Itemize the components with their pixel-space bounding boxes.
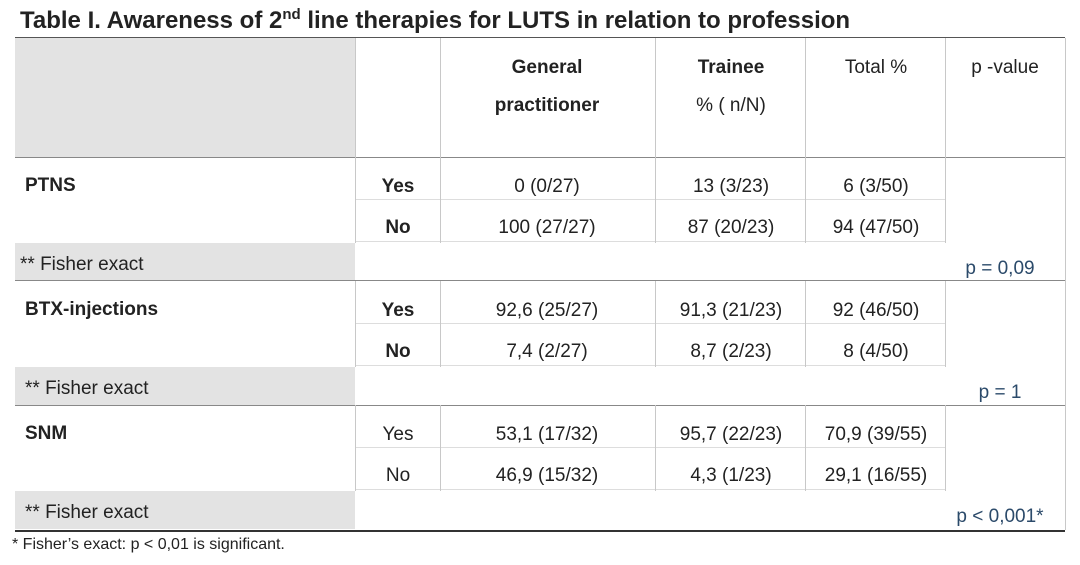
cell: 94 (47/50) <box>832 217 920 238</box>
answer: Yes <box>381 300 415 321</box>
rule <box>805 38 806 157</box>
rule <box>440 38 441 157</box>
cell: 95,7 (22/23) <box>679 424 783 445</box>
column-header: practitioner <box>494 95 600 116</box>
p-value: p = 1 <box>978 382 1022 403</box>
row-label: BTX-injections <box>25 299 159 320</box>
rule <box>440 281 441 367</box>
cell: 92 (46/50) <box>832 300 920 321</box>
p-value: p = 0,09 <box>965 258 1035 279</box>
cell: 4,3 (1/23) <box>690 465 772 486</box>
answer: No <box>385 341 411 362</box>
rule <box>805 157 806 243</box>
rule <box>15 530 1065 532</box>
row-label: SNM <box>25 423 68 444</box>
column-header: General <box>511 57 583 78</box>
cell: 91,3 (21/23) <box>679 300 783 321</box>
cell: 8 (4/50) <box>843 341 909 362</box>
cell: 53,1 (17/32) <box>495 424 599 445</box>
rule <box>355 405 356 491</box>
rule <box>655 405 656 491</box>
rule <box>945 157 946 243</box>
cell: 92,6 (25/27) <box>495 300 599 321</box>
p-value: p < 0,001* <box>956 506 1044 527</box>
row-shade <box>15 243 355 281</box>
test-label: ** Fisher exact <box>20 254 144 275</box>
footnote: * Fisher’s exact: p < 0,01 is significan… <box>12 536 285 553</box>
row-label: PTNS <box>25 175 76 196</box>
title-text: Table I. Awareness of 2 <box>20 7 283 34</box>
row-shade <box>15 367 355 405</box>
cell: 0 (0/27) <box>514 176 580 197</box>
cell: 29,1 (16/55) <box>824 465 928 486</box>
header-shade <box>15 38 355 157</box>
rule <box>355 199 945 200</box>
cell: 70,9 (39/55) <box>824 424 928 445</box>
rule <box>15 280 1065 281</box>
answer: Yes <box>381 176 415 197</box>
cell: 100 (27/27) <box>498 217 596 238</box>
rule <box>355 157 356 243</box>
answer: No <box>385 217 411 238</box>
rule <box>355 323 945 324</box>
column-header: Total % <box>844 57 908 78</box>
rule <box>805 405 806 491</box>
cell: 7,4 (2/27) <box>506 341 588 362</box>
rule <box>945 281 946 367</box>
rule <box>355 489 945 490</box>
column-header: % ( n/N) <box>696 95 766 116</box>
rule <box>440 405 441 491</box>
title-sup: nd <box>282 6 301 23</box>
test-label: ** Fisher exact <box>25 378 149 399</box>
rule <box>15 37 1065 38</box>
answer: No <box>385 465 411 486</box>
column-header: Trainee <box>697 57 765 78</box>
title-text: line therapies for LUTS in relation to p… <box>300 7 851 34</box>
rule <box>355 38 356 157</box>
rule <box>805 281 806 367</box>
rule <box>355 365 945 366</box>
rule <box>355 281 356 367</box>
rule <box>945 38 946 157</box>
cell: 8,7 (2/23) <box>690 341 772 362</box>
table-title: Table I. Awareness of 2nd line therapies… <box>20 6 850 35</box>
rule <box>655 38 656 157</box>
rule <box>655 157 656 243</box>
rule <box>945 405 946 491</box>
rule <box>1065 38 1066 530</box>
column-header: p -value <box>971 57 1039 78</box>
rule <box>15 157 1065 158</box>
rule <box>655 281 656 367</box>
cell: 6 (3/50) <box>843 176 909 197</box>
cell: 13 (3/23) <box>692 176 770 197</box>
rule <box>440 157 441 243</box>
rule <box>355 447 945 448</box>
test-label: ** Fisher exact <box>25 502 149 523</box>
cell: 87 (20/23) <box>687 217 775 238</box>
rule <box>355 241 945 242</box>
row-shade <box>15 491 355 529</box>
cell: 46,9 (15/32) <box>495 465 599 486</box>
answer: Yes <box>382 424 414 445</box>
rule <box>15 405 1065 406</box>
